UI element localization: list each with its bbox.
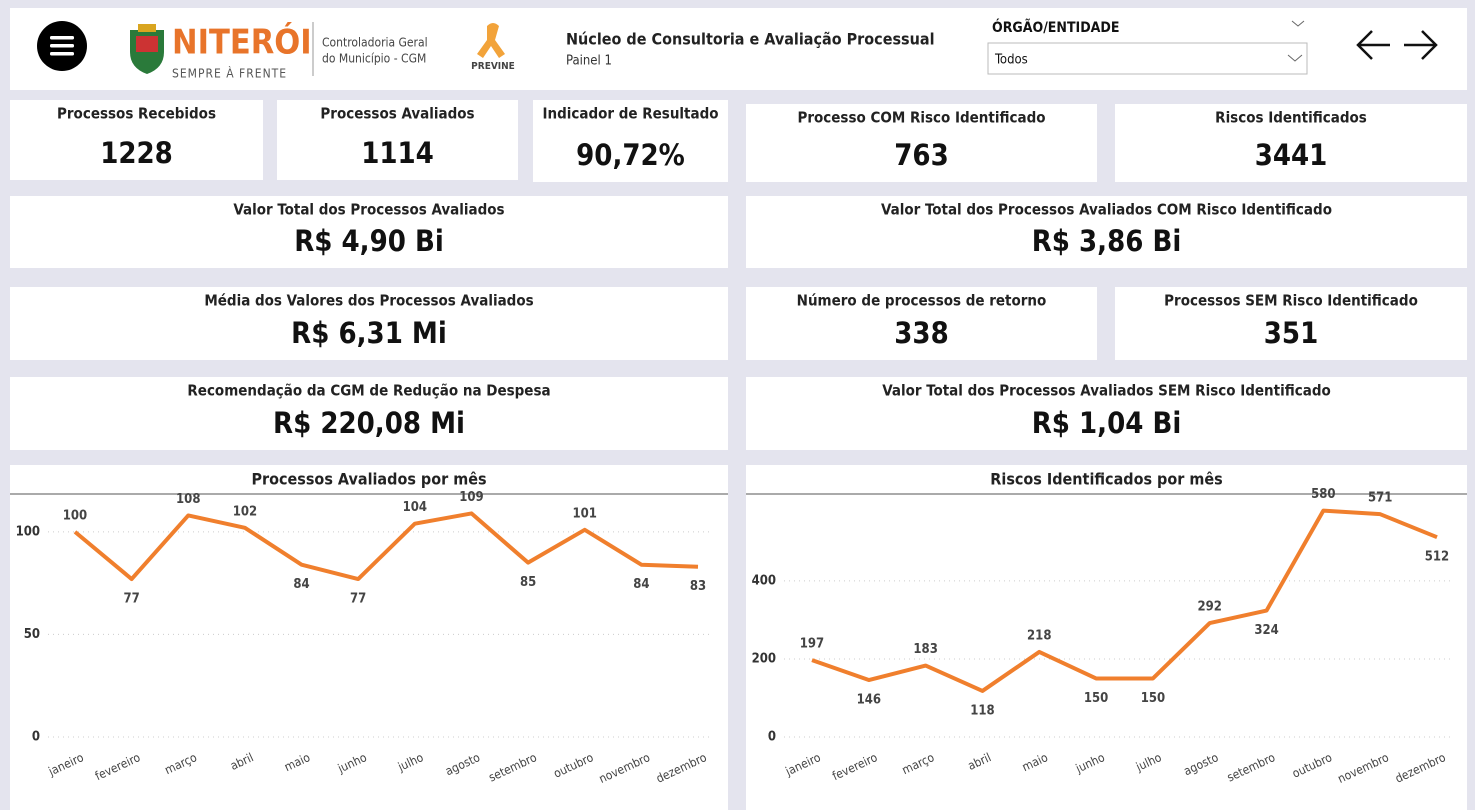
- kpi-label: Processos Recebidos: [57, 105, 216, 123]
- kpi-label: Indicador de Resultado: [542, 105, 718, 123]
- kpi-value: 90,72%: [576, 138, 685, 172]
- kpi-label: Valor Total dos Processos Avaliados COM …: [881, 201, 1332, 219]
- y-tick-label: 0: [768, 730, 776, 745]
- coat-of-arms: [130, 24, 164, 74]
- kpi-card: [1115, 104, 1467, 182]
- data-label: 512: [1425, 550, 1449, 565]
- menu-button[interactable]: [37, 21, 87, 71]
- data-label: 150: [1084, 691, 1108, 706]
- data-label: 324: [1254, 623, 1278, 638]
- filter-label: ÓRGÃO/ENTIDADE: [992, 18, 1120, 36]
- kpi-label: Número de processos de retorno: [797, 292, 1047, 310]
- chart-card: [10, 465, 728, 810]
- data-label: 580: [1311, 487, 1335, 502]
- kpi-value: R$ 1,04 Bi: [1032, 406, 1182, 440]
- kpi-label: Processos Avaliados: [320, 105, 474, 123]
- kpi-card: [10, 377, 728, 450]
- data-label: 571: [1368, 491, 1392, 506]
- org-line: Controladoria Geral: [322, 36, 428, 50]
- data-label: 118: [970, 703, 994, 718]
- kpi-label: Processos SEM Risco Identificado: [1164, 292, 1418, 310]
- kpi-label: Processo COM Risco Identificado: [797, 109, 1045, 127]
- kpi-label: Média dos Valores dos Processos Avaliado…: [204, 292, 533, 310]
- kpi-value: 1114: [361, 136, 434, 170]
- data-label: 109: [459, 490, 483, 505]
- data-label: 100: [63, 508, 87, 523]
- logo-sub: SEMPRE À FRENTE: [172, 66, 287, 81]
- data-label: 146: [857, 693, 881, 708]
- y-tick-label: 50: [24, 627, 40, 642]
- kpi-card: [746, 196, 1467, 268]
- line: [811, 508, 1438, 693]
- kpi-label: Riscos Identificados: [1215, 109, 1367, 127]
- kpi-value: 763: [894, 138, 948, 172]
- chart-card: [746, 465, 1467, 810]
- data-label: 108: [176, 492, 200, 507]
- back-arrow[interactable]: [1356, 30, 1390, 60]
- chevron: [1291, 20, 1305, 27]
- header-title: Núcleo de Consultoria e Avaliação Proces…: [566, 30, 935, 49]
- data-label: 292: [1198, 600, 1222, 615]
- kpi-value: R$ 6,31 Mi: [291, 316, 447, 350]
- data-label: 101: [573, 506, 597, 521]
- org-line: do Município - CGM: [322, 52, 426, 66]
- kpi-card: [10, 100, 263, 180]
- kpi-label: Recomendação da CGM de Redução na Despes…: [187, 382, 550, 400]
- data-label: 104: [403, 500, 427, 515]
- chart-title: Riscos Identificados por mês: [990, 470, 1222, 489]
- data-label: 183: [913, 642, 937, 657]
- y-tick-label: 400: [752, 573, 776, 588]
- filter-value: Todos: [994, 53, 1028, 68]
- campaign: PREVINE: [471, 61, 515, 72]
- data-label: 84: [633, 577, 649, 592]
- data-label: 83: [690, 579, 706, 594]
- kpi-value: R$ 220,08 Mi: [273, 406, 465, 440]
- data-label: 150: [1141, 691, 1165, 706]
- kpi-card: [533, 100, 728, 182]
- data-label: 77: [350, 592, 366, 607]
- kpi-value: 351: [1264, 316, 1318, 350]
- kpi-card: [746, 104, 1097, 182]
- kpi-label: Valor Total dos Processos Avaliados SEM …: [882, 382, 1331, 400]
- kpi-card: [277, 100, 518, 180]
- kpi-value: 3441: [1255, 138, 1328, 172]
- data-label: 197: [800, 637, 824, 652]
- y-tick-label: 0: [32, 730, 40, 745]
- header-subtitle: Painel 1: [566, 54, 612, 69]
- kpi-card: [10, 287, 728, 360]
- kpi-value: R$ 3,86 Bi: [1032, 224, 1182, 258]
- filter-dropdown[interactable]: [987, 42, 1308, 75]
- data-label: 102: [233, 504, 257, 519]
- kpi-card: [10, 196, 728, 268]
- kpi-card: [746, 377, 1467, 450]
- y-tick-label: 200: [752, 651, 776, 666]
- data-label: 85: [520, 575, 536, 590]
- kpi-value: 1228: [100, 136, 173, 170]
- kpi-card: [1115, 287, 1467, 360]
- kpi-card: [746, 287, 1097, 360]
- line: [73, 511, 699, 582]
- logo-name: NITERÓI: [172, 22, 312, 63]
- kpi-value: R$ 4,90 Bi: [294, 224, 444, 258]
- chart-title: Processos Avaliados por mês: [251, 470, 486, 489]
- y-tick-label: 100: [16, 524, 40, 539]
- data-label: 77: [123, 592, 139, 607]
- ribbon: [477, 23, 505, 58]
- data-label: 218: [1027, 628, 1051, 643]
- data-label: 84: [293, 577, 309, 592]
- kpi-value: 338: [894, 316, 948, 350]
- forward-arrow[interactable]: [1404, 30, 1438, 60]
- kpi-label: Valor Total dos Processos Avaliados: [233, 201, 504, 219]
